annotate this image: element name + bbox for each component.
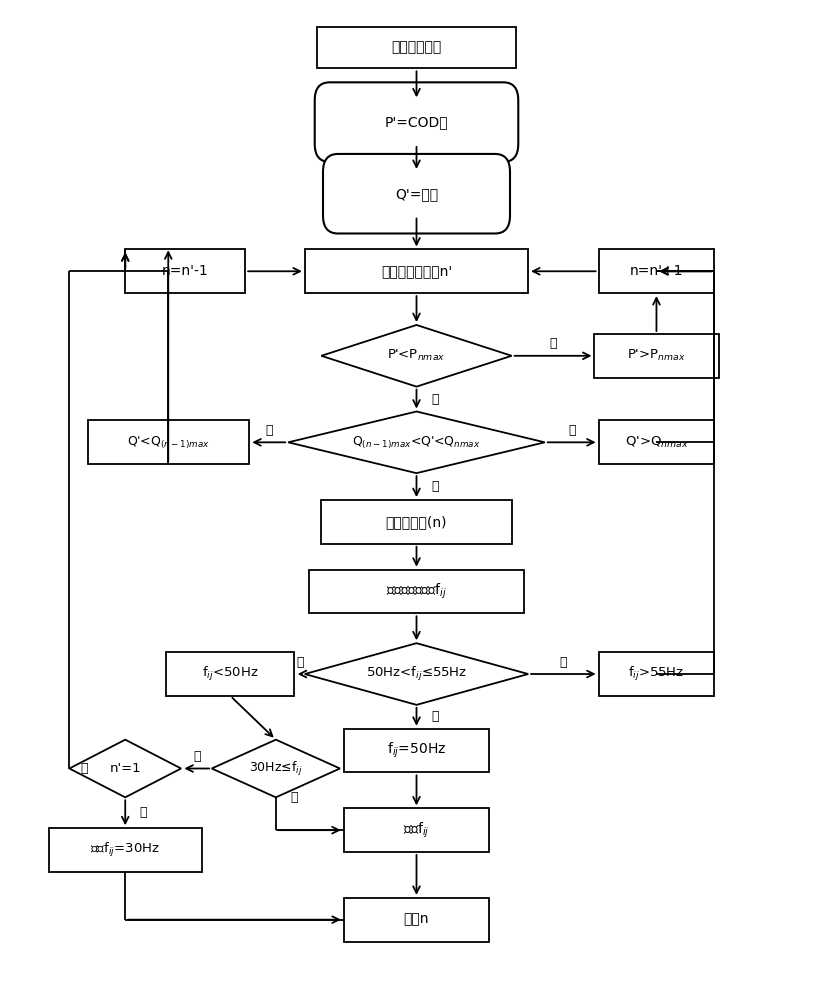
Text: 是: 是 <box>290 791 297 804</box>
Text: 计算鼓风机频率f$_{ij}$: 计算鼓风机频率f$_{ij}$ <box>386 582 447 601</box>
Text: 否: 否 <box>560 656 567 669</box>
Text: 输入鼓风机台数n': 输入鼓风机台数n' <box>381 264 452 278</box>
Text: 30Hz≤f$_{ij}$: 30Hz≤f$_{ij}$ <box>249 760 302 778</box>
Text: 否: 否 <box>296 656 303 669</box>
Text: P'>P$_{nmax}$: P'>P$_{nmax}$ <box>627 348 686 363</box>
FancyBboxPatch shape <box>315 82 518 162</box>
Text: P'<P$_{nmax}$: P'<P$_{nmax}$ <box>387 348 446 363</box>
Text: Q'<Q$_{(n-1)max}$: Q'<Q$_{(n-1)max}$ <box>127 434 210 451</box>
FancyBboxPatch shape <box>125 249 245 293</box>
FancyBboxPatch shape <box>599 420 715 464</box>
Text: 50Hz<f$_{ij}$≤55Hz: 50Hz<f$_{ij}$≤55Hz <box>366 665 467 683</box>
FancyBboxPatch shape <box>344 808 489 852</box>
FancyBboxPatch shape <box>599 249 715 293</box>
Text: 否: 否 <box>265 424 272 437</box>
Text: 输出n: 输出n <box>404 913 429 927</box>
Text: 读取进水数据: 读取进水数据 <box>392 41 441 55</box>
Text: 否: 否 <box>80 762 87 775</box>
FancyBboxPatch shape <box>317 27 516 68</box>
FancyBboxPatch shape <box>595 334 719 378</box>
Polygon shape <box>288 411 545 473</box>
Text: 输出f$_{ij}$: 输出f$_{ij}$ <box>403 821 430 840</box>
Text: 是: 是 <box>431 480 438 493</box>
Text: f$_{ij}$<50Hz: f$_{ij}$<50Hz <box>202 665 259 683</box>
Polygon shape <box>69 740 181 797</box>
Polygon shape <box>322 325 511 387</box>
Text: 执行二维表(n): 执行二维表(n) <box>386 515 447 529</box>
Text: 是: 是 <box>431 710 438 723</box>
Text: n=n'+1: n=n'+1 <box>630 264 683 278</box>
Text: Q$_{(n-1)max}$<Q'<Q$_{nmax}$: Q$_{(n-1)max}$<Q'<Q$_{nmax}$ <box>352 434 481 451</box>
Polygon shape <box>305 643 528 705</box>
Text: 否: 否 <box>193 750 201 763</box>
FancyBboxPatch shape <box>322 500 511 544</box>
Polygon shape <box>212 740 340 797</box>
Text: 输出f$_{ij}$=30Hz: 输出f$_{ij}$=30Hz <box>90 841 160 859</box>
FancyBboxPatch shape <box>87 420 249 464</box>
Text: 是: 是 <box>431 393 438 406</box>
FancyBboxPatch shape <box>323 154 510 233</box>
FancyBboxPatch shape <box>305 249 528 293</box>
Text: Q'=水量: Q'=水量 <box>395 187 438 201</box>
FancyBboxPatch shape <box>344 729 489 772</box>
Text: 否: 否 <box>549 337 556 350</box>
Text: n=n'-1: n=n'-1 <box>162 264 208 278</box>
Text: f$_{ij}$=50Hz: f$_{ij}$=50Hz <box>387 741 446 760</box>
Text: f$_{ij}$>55Hz: f$_{ij}$>55Hz <box>628 665 685 683</box>
Text: 是: 是 <box>140 806 147 819</box>
FancyBboxPatch shape <box>599 652 715 696</box>
Text: n'=1: n'=1 <box>109 762 141 775</box>
FancyBboxPatch shape <box>48 828 202 872</box>
FancyBboxPatch shape <box>344 898 489 942</box>
Text: Q'>Q$_{nmax}$: Q'>Q$_{nmax}$ <box>625 435 688 450</box>
Text: P'=COD值: P'=COD值 <box>385 115 448 129</box>
FancyBboxPatch shape <box>309 570 524 613</box>
Text: 否: 否 <box>568 424 576 437</box>
FancyBboxPatch shape <box>167 652 294 696</box>
